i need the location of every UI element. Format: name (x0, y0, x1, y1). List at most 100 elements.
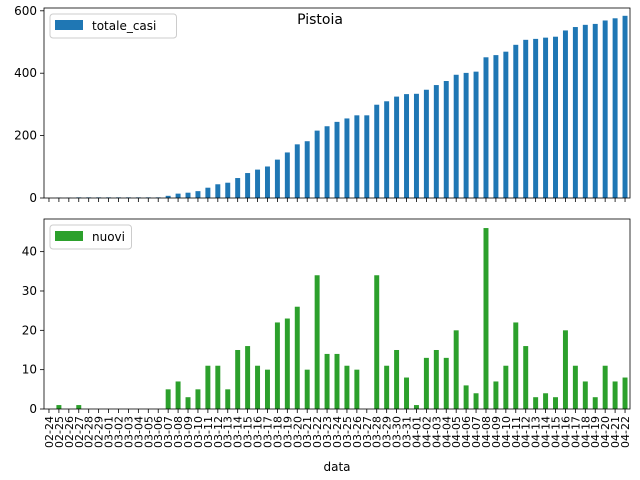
x-tick-label: 03-02 (112, 416, 125, 448)
x-tick-label: 02-26 (63, 416, 76, 448)
y-tick-label: 40 (22, 245, 37, 259)
bar (384, 365, 390, 409)
x-tick-label: 03-06 (152, 416, 165, 448)
x-tick-label: 03-11 (202, 416, 215, 448)
legend-swatch (55, 20, 83, 30)
x-tick-label: 03-08 (172, 416, 185, 448)
bar (562, 330, 568, 409)
bar (314, 275, 320, 409)
bar (76, 405, 82, 409)
bar (264, 369, 270, 409)
legend-label: nuovi (92, 230, 125, 244)
bar (483, 228, 489, 409)
bar (433, 85, 439, 198)
bar (523, 346, 529, 409)
bar (473, 393, 479, 409)
x-tick-label: 04-21 (609, 416, 622, 448)
bar (165, 195, 171, 198)
x-tick-label: 03-16 (252, 416, 265, 448)
plot-frame (43, 7, 631, 199)
bar (334, 121, 340, 198)
bar (225, 389, 231, 409)
bar (274, 159, 280, 198)
bar (473, 71, 479, 198)
x-tick-label: 04-13 (530, 416, 543, 448)
bar (205, 187, 211, 198)
x-axis-label: data (323, 460, 350, 474)
bar (264, 166, 270, 198)
x-tick-label: 04-12 (520, 416, 533, 448)
bar (215, 365, 221, 409)
bar (493, 381, 499, 409)
bar (562, 30, 568, 198)
bar (483, 57, 489, 198)
bar (553, 397, 558, 409)
x-tick-label: 03-18 (271, 416, 284, 448)
bar (165, 389, 171, 409)
x-tick-label: 03-12 (212, 416, 225, 448)
legend-swatch (55, 231, 83, 241)
bar (572, 365, 578, 409)
x-tick-label: 04-18 (579, 416, 592, 448)
x-tick-label: 03-03 (122, 416, 135, 448)
bar (274, 322, 280, 409)
x-tick-label: 04-11 (510, 416, 523, 448)
x-tick-label: 03-27 (361, 416, 374, 448)
x-tick-label: 04-04 (440, 416, 453, 448)
bar (572, 27, 578, 198)
x-tick-label: 04-06 (460, 416, 473, 448)
bar (423, 89, 429, 198)
x-tick-label: 04-07 (470, 416, 483, 448)
bar (453, 330, 459, 409)
x-tick-label: 04-16 (559, 416, 572, 448)
bar (374, 104, 380, 198)
legend: totale_casi (49, 13, 177, 39)
x-tick-label: 04-01 (410, 416, 423, 448)
bar (344, 365, 350, 409)
x-tick-label: 03-04 (132, 416, 145, 448)
x-tick-label: 02-24 (43, 416, 56, 448)
x-tick-label: 04-02 (420, 416, 433, 448)
x-tick-label: 03-19 (281, 416, 294, 448)
bar (185, 192, 191, 198)
x-tick-label: 04-09 (490, 416, 503, 448)
x-tick-label: 03-05 (142, 416, 155, 448)
y-tick-label: 20 (22, 323, 37, 337)
x-tick-label: 03-28 (371, 416, 384, 448)
bar (354, 369, 360, 409)
bar (413, 405, 419, 409)
x-tick-label: 03-14 (232, 416, 245, 448)
bar (175, 193, 181, 198)
bar (205, 365, 211, 409)
bar (284, 152, 290, 198)
x-tick-label: 03-30 (391, 416, 404, 448)
bar (225, 182, 231, 198)
bar (553, 36, 558, 199)
bar (493, 55, 499, 198)
bar (443, 357, 449, 409)
bar (195, 389, 201, 409)
bar (543, 393, 549, 409)
bar (324, 126, 330, 198)
x-tick-label: 03-17 (261, 416, 274, 448)
x-tick-label: 04-05 (450, 416, 463, 448)
bar (304, 369, 310, 409)
bar (284, 318, 290, 409)
x-tick-label: 02-29 (93, 416, 106, 448)
bar (582, 381, 588, 409)
y-tick-label: 10 (22, 363, 37, 377)
x-tick-label: 02-27 (73, 416, 86, 448)
bar (404, 94, 410, 198)
bar (612, 18, 618, 199)
bar (404, 377, 410, 409)
y-tick-label: 600 (14, 4, 37, 18)
x-tick-label: 04-15 (550, 416, 563, 448)
bar (592, 23, 598, 198)
bar (622, 377, 628, 409)
y-tick-label: 0 (29, 402, 37, 416)
x-tick-label: 03-24 (331, 416, 344, 448)
bar (235, 349, 241, 409)
x-tick-label: 03-13 (222, 416, 235, 448)
x-tick-label: 03-21 (301, 416, 314, 448)
bar (255, 169, 261, 198)
